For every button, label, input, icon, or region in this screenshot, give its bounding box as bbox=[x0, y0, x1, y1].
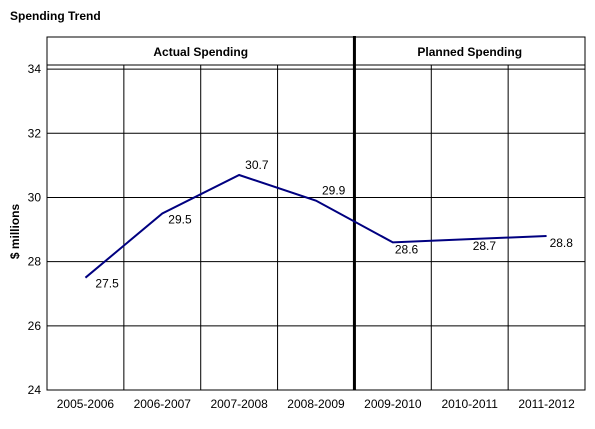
y-tick-labels: 24 26 28 30 32 34 bbox=[28, 62, 42, 397]
y-tick-label: 34 bbox=[28, 62, 42, 76]
chart-grid bbox=[46, 36, 586, 391]
data-labels: 27.5 29.5 30.7 29.9 28.6 28.7 28.8 bbox=[95, 158, 573, 291]
chart-title: Spending Trend bbox=[10, 9, 101, 23]
data-label: 28.7 bbox=[473, 239, 497, 253]
x-tick-label: 2007-2008 bbox=[210, 397, 268, 411]
y-tick-label: 26 bbox=[28, 319, 42, 333]
y-tick-label: 28 bbox=[28, 255, 42, 269]
section-label: Planned Spending bbox=[417, 45, 522, 59]
section-label: Actual Spending bbox=[153, 45, 248, 59]
y-tick-label: 30 bbox=[28, 190, 42, 204]
plot-frame bbox=[46, 36, 586, 391]
data-label: 30.7 bbox=[245, 158, 269, 172]
x-tick-label: 2009-2010 bbox=[364, 397, 422, 411]
series-group bbox=[84, 173, 547, 279]
y-tick-label: 24 bbox=[28, 383, 42, 397]
section-labels: Actual Spending Planned Spending bbox=[153, 45, 522, 59]
data-label: 28.8 bbox=[550, 236, 574, 250]
series-line bbox=[84, 173, 547, 279]
x-tick-labels: 2005-2006 2006-2007 2007-2008 2008-2009 2009… bbox=[57, 397, 575, 411]
data-label: 28.6 bbox=[395, 242, 419, 256]
x-tick-label: 2006-2007 bbox=[134, 397, 192, 411]
y-axis-label: $ millions bbox=[8, 204, 22, 260]
x-tick-label: 2011-2012 bbox=[518, 397, 575, 411]
x-tick-label: 2005-2006 bbox=[57, 397, 115, 411]
x-tick-label: 2008-2009 bbox=[287, 397, 345, 411]
data-label: 29.9 bbox=[322, 184, 346, 198]
data-label: 29.5 bbox=[168, 213, 192, 227]
y-tick-label: 32 bbox=[28, 126, 42, 140]
x-tick-label: 2010-2011 bbox=[441, 397, 498, 411]
data-label: 27.5 bbox=[95, 277, 119, 291]
